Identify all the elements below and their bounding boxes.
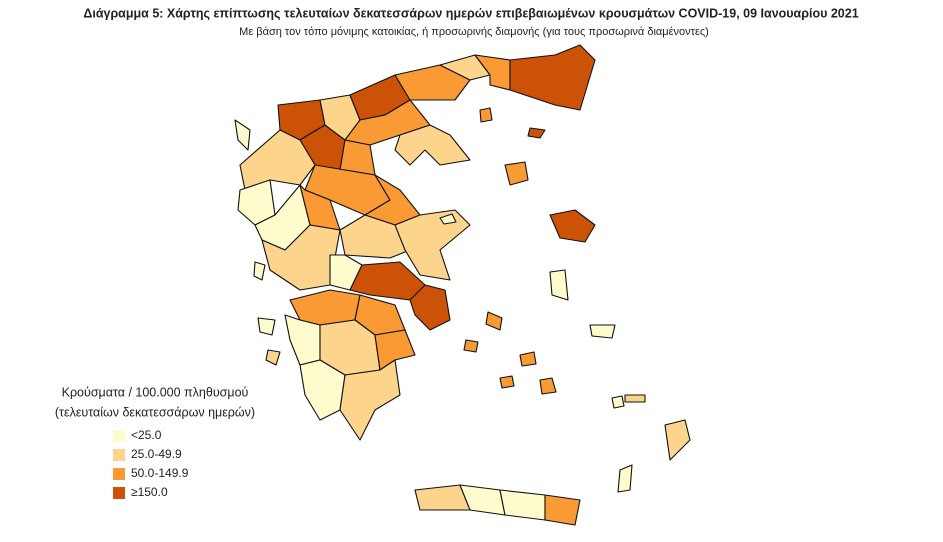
- region: [265, 349, 281, 366]
- region: [374, 329, 416, 371]
- title: Διάγραμμα 5: Χάρτης επίπτωσης τελευταίων…: [83, 6, 858, 20]
- region: [394, 64, 471, 101]
- region: [519, 351, 537, 367]
- region: [253, 261, 266, 281]
- legend-swatch: [113, 449, 125, 461]
- region: [299, 184, 341, 231]
- subtitle: Με βάση τον τόπο μόνιμης κατοικίας, ή πρ…: [239, 26, 709, 38]
- region: [474, 54, 511, 91]
- region: [617, 464, 633, 493]
- region: [664, 419, 691, 461]
- region: [539, 377, 557, 395]
- legend-label: ≥150.0: [131, 485, 168, 499]
- legend-title: Κρούσματα / 100.000 πληθυσμού: [62, 385, 249, 399]
- legend-label: <25.0: [131, 428, 162, 442]
- region: [257, 317, 276, 336]
- region: [499, 489, 546, 521]
- region: [504, 161, 529, 186]
- legend-swatch: [113, 430, 125, 442]
- region: [549, 209, 596, 243]
- region: [339, 359, 401, 441]
- legend-title: (τελευταίων δεκατεσσάρων ημερών): [55, 405, 255, 419]
- region: [394, 209, 471, 281]
- region: [234, 119, 251, 151]
- region: [394, 124, 471, 166]
- region: [349, 261, 426, 301]
- region: [479, 107, 493, 123]
- map: [234, 44, 691, 526]
- region: [499, 375, 515, 389]
- region: [463, 339, 479, 353]
- region: [624, 394, 646, 403]
- region: [509, 44, 596, 111]
- legend: Κρούσματα / 100.000 πληθυσμού (τελευταίω…: [55, 385, 255, 499]
- region: [485, 311, 503, 331]
- legend-label: 50.0-149.9: [131, 466, 189, 480]
- region: [611, 395, 625, 409]
- region: [409, 284, 451, 331]
- region: [544, 494, 581, 526]
- legend-label: 25.0-49.9: [131, 447, 182, 461]
- legend-swatch: [113, 487, 125, 499]
- region: [549, 269, 569, 301]
- region: [527, 127, 546, 139]
- legend-swatch: [113, 468, 125, 480]
- region: [589, 324, 616, 339]
- region: [439, 213, 457, 225]
